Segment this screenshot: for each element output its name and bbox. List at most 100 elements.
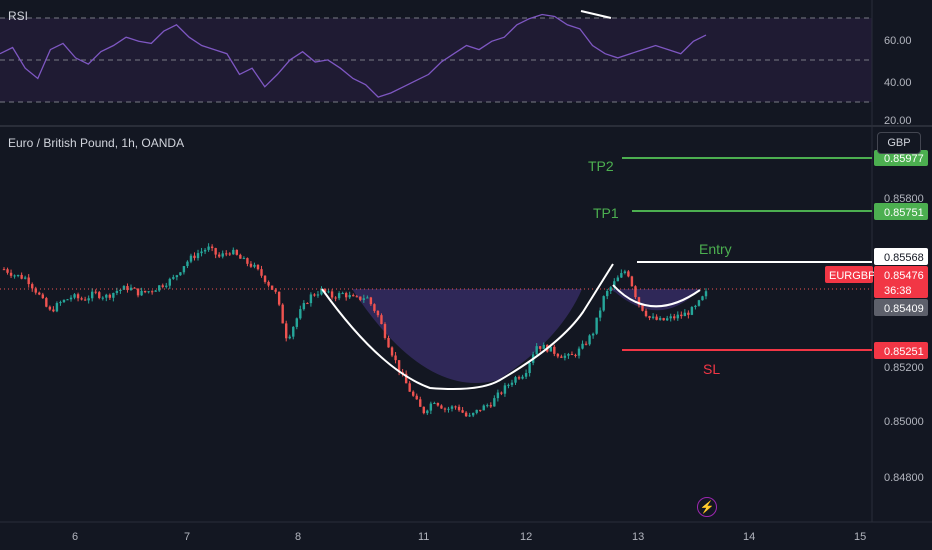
candle-body [457, 406, 461, 411]
candle-body [697, 300, 701, 306]
candle-body [27, 277, 30, 285]
tp2-price-text: 0.85977 [884, 153, 924, 165]
candle-body [355, 296, 358, 298]
candle-body [108, 294, 112, 298]
candle-body [408, 383, 411, 392]
cup-curve [321, 263, 614, 390]
candle-body [510, 382, 514, 385]
time-tick-11: 11 [418, 531, 429, 543]
candle-body [471, 412, 475, 416]
candle-body [168, 278, 171, 286]
candle-body [31, 284, 34, 289]
candle-body [239, 254, 242, 259]
time-tick-14: 14 [743, 531, 755, 543]
candle-body [330, 291, 334, 298]
candle-body [613, 281, 616, 288]
candle-body [172, 277, 175, 279]
candle-body [553, 346, 556, 354]
candle-body [673, 316, 676, 319]
sl-price-text: 0.85251 [884, 346, 924, 358]
candle-body [563, 355, 567, 358]
candle-body [620, 273, 623, 278]
candle-body [48, 306, 52, 310]
candle-body [447, 408, 450, 410]
lightning-bolt-icon[interactable]: ⚡ [697, 497, 717, 517]
tp1-price-tag [874, 203, 928, 220]
candle-body [549, 346, 552, 352]
candle-body [101, 297, 104, 299]
current-price-tag [874, 266, 928, 298]
time-tick-6: 6 [72, 531, 78, 543]
candle-body [20, 274, 23, 279]
candle-body [129, 287, 133, 291]
candle-body [690, 307, 694, 315]
candle-body [651, 316, 655, 318]
candle-body [588, 335, 591, 345]
candle-body [704, 291, 708, 297]
candle-body [9, 272, 13, 276]
candle-body [196, 253, 200, 259]
candle-body [292, 326, 295, 337]
candle-body [228, 253, 231, 255]
tp1-label: TP1 [593, 205, 619, 221]
candle-body [214, 248, 217, 255]
price-tick-5: 0.84800 [884, 472, 924, 484]
candle-body [602, 296, 605, 311]
candle-body [352, 295, 355, 297]
candle-body [426, 410, 429, 414]
candle-body [397, 360, 401, 373]
entry-price-tag [874, 248, 928, 265]
candle-body [577, 348, 581, 356]
candle-body [235, 249, 239, 255]
candle-body [482, 405, 485, 411]
candle-body [609, 287, 612, 292]
rsi-line [0, 13, 707, 98]
candle-body [6, 269, 9, 273]
candle-body [281, 304, 284, 324]
candle-body [23, 277, 27, 279]
candle-body [507, 384, 510, 386]
candle-body [433, 402, 436, 404]
candle-body [662, 318, 665, 321]
candle-body [38, 292, 41, 295]
candle-body [394, 355, 397, 361]
candle-body [200, 251, 203, 254]
candle-body [225, 253, 228, 255]
candle-body [450, 406, 454, 409]
candle-body [648, 316, 651, 318]
candle-body [359, 296, 362, 300]
candle-body [13, 275, 16, 277]
price-tick-4: 0.85000 [884, 416, 924, 428]
currency-button[interactable]: GBP [877, 132, 921, 154]
candle-body [570, 354, 574, 356]
candle-body [126, 286, 129, 291]
candle-body [524, 373, 528, 377]
candle-body [277, 291, 281, 305]
handle-pattern-fill [608, 289, 700, 311]
candle-body [468, 415, 471, 417]
candle-body [665, 318, 669, 321]
candle-body [440, 405, 443, 409]
candle-body [253, 264, 256, 267]
candle-body [676, 314, 679, 319]
current-price-text: 0.85476 [884, 270, 924, 282]
candle-body [496, 392, 500, 399]
candle-body [320, 288, 323, 295]
countdown-text: 36:38 [884, 285, 912, 297]
candle-body [179, 272, 182, 276]
candle-body [521, 376, 524, 379]
candle-body [517, 377, 521, 379]
candle-body [122, 286, 126, 290]
candle-body [344, 293, 348, 298]
candle-body [390, 347, 394, 356]
rsi-tick-20: 20.00 [884, 115, 912, 127]
time-tick-13: 13 [632, 531, 644, 543]
candle-body [419, 399, 422, 407]
chart-title: Euro / British Pound, 1h, OANDA [8, 136, 185, 150]
candle-body [362, 298, 366, 300]
candle-body [464, 412, 468, 417]
candle-body [285, 323, 288, 339]
cup-pattern-fill [322, 289, 582, 384]
candle-body [306, 303, 309, 305]
